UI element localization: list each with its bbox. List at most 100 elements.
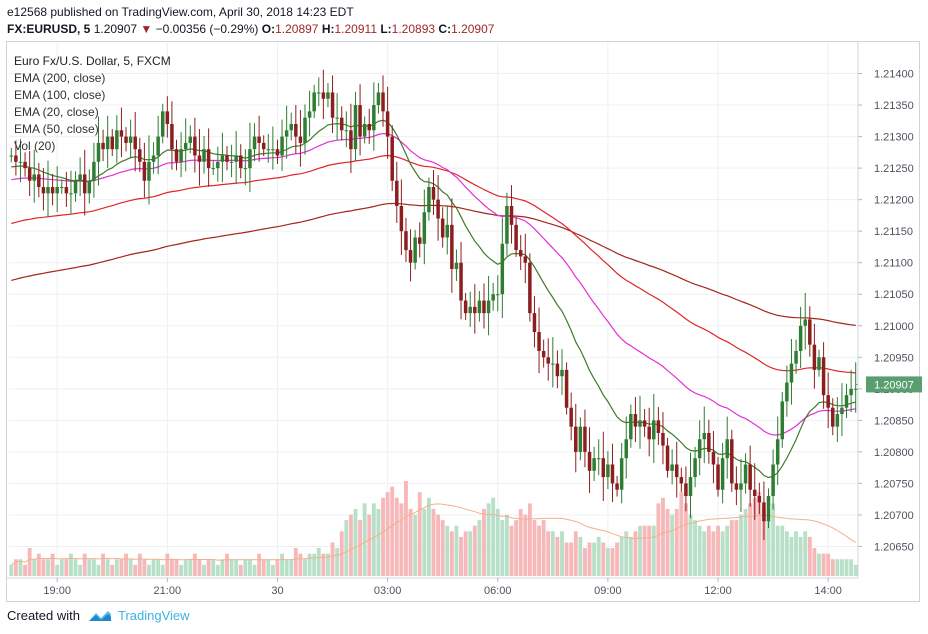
- volume-bar: [844, 559, 849, 576]
- volume-bar: [312, 553, 317, 576]
- y-tick-label: 1.21050: [874, 289, 914, 301]
- volume-bar: [789, 536, 794, 576]
- candle-body: [257, 136, 261, 143]
- volume-bar: [243, 559, 248, 576]
- candle-body: [853, 388, 858, 390]
- volume-bar: [495, 508, 500, 576]
- chart-legend: Euro Fx/U.S. Dollar, 5, FXCM EMA (200, c…: [14, 53, 171, 155]
- legend-ema200[interactable]: EMA (200, close): [14, 71, 106, 85]
- volume-bar: [321, 553, 326, 576]
- candle-body: [229, 161, 234, 163]
- volume-bar: [96, 564, 101, 576]
- candle-body: [688, 477, 693, 497]
- candle-body: [450, 224, 454, 270]
- legend-volume[interactable]: Vol (20): [14, 139, 56, 153]
- candle-body: [541, 350, 546, 358]
- volume-bar: [633, 531, 638, 576]
- candle-body: [840, 407, 844, 415]
- volume-bar: [463, 531, 468, 576]
- volume-bar: [124, 553, 128, 576]
- candle-body: [707, 432, 711, 452]
- volume-bar: [9, 564, 14, 576]
- tradingview-brand-link[interactable]: TradingView: [117, 608, 190, 623]
- volume-bar: [160, 564, 165, 576]
- candle-body: [757, 496, 762, 503]
- candle-body: [289, 123, 293, 131]
- volume-bar: [404, 481, 408, 576]
- legend-ema100[interactable]: EMA (100, close): [14, 88, 106, 102]
- volume-bar: [725, 525, 730, 576]
- volume-bar: [812, 548, 817, 576]
- volume-bar: [192, 553, 197, 576]
- volume-bar: [560, 531, 564, 576]
- volume-bar: [491, 497, 496, 576]
- candle-body: [156, 136, 160, 156]
- volume-bar: [546, 531, 551, 576]
- candle-body: [821, 357, 826, 396]
- candle-body: [105, 136, 110, 150]
- candle-body: [417, 237, 422, 244]
- volume-bar: [784, 531, 789, 576]
- volume-bar: [674, 508, 679, 576]
- volume-bar: [376, 508, 381, 576]
- candle-body: [18, 161, 23, 163]
- candle-body: [716, 464, 720, 490]
- candle-body: [730, 439, 734, 484]
- volume-bar: [50, 553, 55, 576]
- candle-body: [339, 117, 344, 131]
- close-value: 1.20907: [451, 22, 495, 36]
- candle-body: [183, 142, 188, 150]
- candle-body: [46, 187, 50, 194]
- candle-body: [266, 149, 271, 151]
- candle-body: [638, 420, 642, 427]
- candle-body: [789, 363, 794, 383]
- candle-body: [73, 180, 78, 194]
- volume-bar: [303, 559, 307, 576]
- volume-bar: [688, 514, 693, 576]
- x-tick-label: 21:00: [154, 585, 182, 597]
- candle-body: [330, 92, 335, 118]
- volume-bar: [683, 503, 688, 576]
- volume-bar: [137, 553, 142, 576]
- candle-body: [147, 161, 151, 181]
- candle-body: [546, 357, 550, 364]
- candle-body: [188, 136, 193, 143]
- last-price: 1.20907: [93, 22, 138, 36]
- volume-bar: [266, 559, 271, 576]
- legend-ema20[interactable]: EMA (20, close): [14, 105, 99, 119]
- candle-body: [477, 300, 482, 314]
- candle-body: [486, 300, 491, 314]
- candle-body: [128, 136, 133, 143]
- volume-bar: [743, 508, 748, 576]
- volume-bar: [514, 520, 519, 576]
- ema100-line: [11, 154, 856, 374]
- volume-bar: [573, 531, 578, 576]
- volume-bar: [257, 553, 262, 576]
- candle-body: [50, 187, 55, 194]
- candle-body: [564, 369, 569, 408]
- candle-body: [160, 111, 165, 137]
- candle-body: [206, 149, 211, 169]
- candle-body: [271, 149, 275, 151]
- volume-bar: [702, 531, 707, 576]
- footer: Created with TradingView: [7, 608, 190, 623]
- volume-bar: [780, 525, 785, 576]
- candle-body: [110, 136, 115, 150]
- candle-body: [849, 388, 853, 396]
- volume-bar: [697, 525, 702, 576]
- volume-bar: [188, 559, 193, 576]
- volume-bar: [670, 514, 675, 576]
- volume-bar: [587, 542, 592, 576]
- candle-body: [615, 483, 619, 490]
- volume-bar: [399, 503, 404, 576]
- candle-body: [64, 187, 69, 194]
- candle-body: [532, 313, 537, 333]
- volume-bar: [202, 564, 206, 576]
- volume-bar: [642, 525, 647, 576]
- volume-bar: [628, 536, 633, 576]
- volume-bar: [477, 520, 482, 576]
- legend-ema50[interactable]: EMA (50, close): [14, 122, 99, 136]
- volume-bar: [55, 564, 60, 576]
- candle-body: [624, 439, 628, 459]
